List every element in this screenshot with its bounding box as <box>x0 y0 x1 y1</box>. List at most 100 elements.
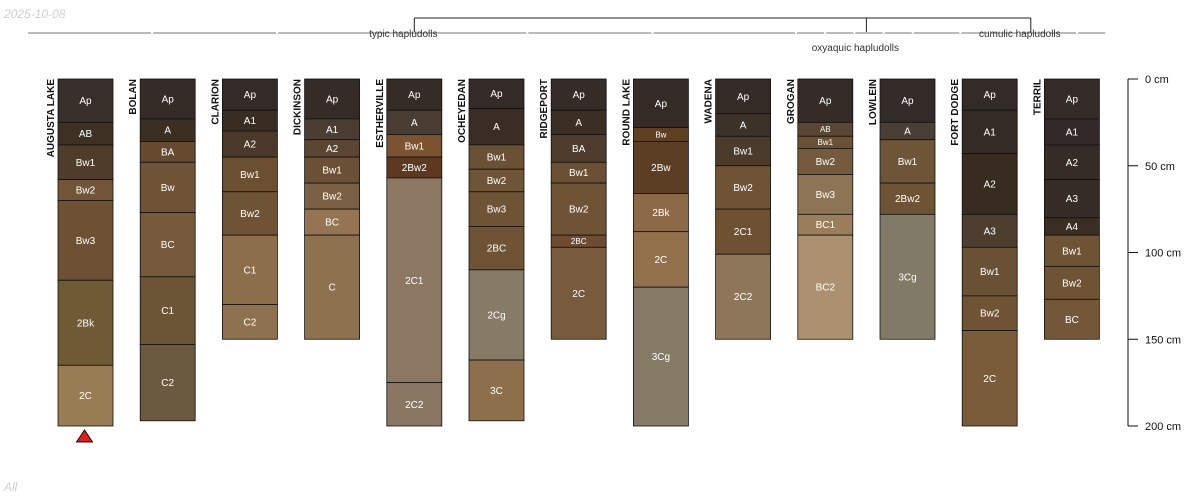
horizon-Ap <box>1044 78 1100 120</box>
horizon-label: 2C <box>572 289 585 300</box>
horizon-label: BC <box>161 240 175 251</box>
horizon-label: A3 <box>1066 194 1079 205</box>
horizon-label: Ap <box>573 90 586 101</box>
horizon-Bw3 <box>57 200 114 281</box>
horizon-label: A <box>493 122 500 133</box>
horizon-Bw1 <box>1044 234 1100 267</box>
horizon-Bw <box>139 161 196 213</box>
profile-5: OCHEYEDAN Ap A Bw1 Bw2 Bw3 2BC 2Cg 3C <box>457 78 525 422</box>
horizon-label: BA <box>161 147 175 158</box>
horizon-BC <box>1044 298 1100 340</box>
horizon-label: 2C1 <box>734 227 753 238</box>
horizon-label: 2C <box>655 255 668 266</box>
horizon-label: A <box>904 127 911 138</box>
horizon-label: Bw2 <box>816 157 836 168</box>
horizon-label: Bw1 <box>818 138 834 147</box>
horizon-label: Bw2 <box>322 192 342 203</box>
horizon-3C <box>468 359 525 422</box>
profile-name: AUGUSTA LAKE <box>46 79 57 158</box>
horizon-2C <box>633 231 689 288</box>
horizon-label: Ap <box>655 99 668 110</box>
horizon-label: A2 <box>1066 158 1079 169</box>
horizon-label: Bw2 <box>240 209 260 220</box>
horizon-Ap <box>633 78 689 128</box>
horizon-C2 <box>139 344 196 422</box>
horizon-label: Bw2 <box>980 309 1000 320</box>
horizon-label: A1 <box>326 125 339 136</box>
profile-1: BOLAN Ap A BA Bw BC C1 C2 <box>128 78 196 422</box>
horizon-2C <box>961 330 1018 427</box>
horizon-Ap <box>139 78 196 120</box>
profile-marker <box>75 429 94 443</box>
horizon-label: 2BC <box>571 237 587 246</box>
horizon-label: 2Bw2 <box>895 194 920 205</box>
horizon-label: 2C2 <box>405 400 424 411</box>
horizon-Bw2 <box>550 182 607 236</box>
horizon-Ap <box>550 78 607 111</box>
horizon-label: Bw2 <box>1062 278 1082 289</box>
profile-name: GROGAN <box>786 79 797 124</box>
horizon-Bw2 <box>221 191 278 236</box>
horizon-label: A1 <box>984 127 997 138</box>
horizon-A2 <box>961 153 1018 215</box>
horizon-label: BC1 <box>816 220 836 231</box>
horizon-Bw1 <box>468 144 525 170</box>
horizon-label: Ap <box>79 96 92 107</box>
horizon-C2 <box>221 304 278 340</box>
date-stamp: 2025-10-08 <box>4 7 66 21</box>
horizon-label: 2Bk <box>652 208 670 219</box>
profile-11: FORT DODGE Ap A1 A2 A3 Bw1 Bw2 2C <box>950 78 1018 427</box>
horizon-2C2 <box>386 382 443 427</box>
horizon-Bw3 <box>468 191 525 227</box>
horizon-label: A <box>575 118 582 129</box>
horizon-Bw2 <box>797 147 854 175</box>
horizon-label: Ap <box>326 94 339 105</box>
profile-2: CLARION Ap A1 A2 Bw1 Bw2 C1 C2 <box>210 78 278 340</box>
horizon-Bw1 <box>879 139 936 184</box>
horizon-label: BC <box>325 218 339 229</box>
horizon-label: Bw2 <box>569 205 589 216</box>
horizon-2Bw <box>633 141 689 194</box>
profile-12: TERRIL Ap A1 A2 A3 A4 Bw1 Bw2 BC <box>1032 78 1100 340</box>
depth-tick-label: 0 cm <box>1145 74 1169 86</box>
profile-name: OCHEYEDAN <box>457 79 468 143</box>
horizon-Ap <box>57 78 114 123</box>
horizon-label: Bw1 <box>898 157 918 168</box>
horizon-2Cg <box>468 269 525 361</box>
horizon-label: Bw1 <box>240 170 260 181</box>
horizon-A <box>468 108 525 146</box>
horizon-label: Ap <box>490 89 503 100</box>
horizon-label: A2 <box>244 140 257 151</box>
horizon-label: Ap <box>408 90 421 101</box>
horizon-Bw3 <box>797 174 854 215</box>
horizon-A <box>386 109 443 135</box>
horizon-3Cg <box>879 213 936 340</box>
horizon-label: A2 <box>326 144 339 155</box>
horizon-A3 <box>1044 179 1100 219</box>
horizon-Ap <box>961 78 1018 111</box>
horizon-label: Bw1 <box>487 153 507 164</box>
horizon-Ap <box>386 78 443 111</box>
horizon-2C <box>550 246 607 340</box>
horizon-label: Bw2 <box>487 176 507 187</box>
horizon-C1 <box>221 234 278 305</box>
horizon-label: Bw1 <box>76 158 96 169</box>
horizon-label: AB <box>820 125 831 134</box>
horizon-Bw2 <box>961 295 1018 331</box>
horizon-label: 2Bw2 <box>402 163 427 174</box>
horizon-BC <box>304 208 361 236</box>
profile-name: DICKINSON <box>293 79 304 135</box>
horizon-BC2 <box>797 234 854 340</box>
horizon-label: A1 <box>1066 127 1079 138</box>
horizon-label: Bw <box>655 130 666 139</box>
horizon-Ap <box>879 78 936 123</box>
profile-name: ROUND LAKE <box>621 79 632 146</box>
horizon-label: 2Bw <box>651 163 671 174</box>
horizon-label: A4 <box>1066 222 1079 233</box>
horizon-A2 <box>1044 144 1100 181</box>
horizon-C <box>304 234 361 340</box>
group-0: typic hapludolls <box>28 29 777 40</box>
horizon-label: A <box>740 120 747 131</box>
horizon-Ap <box>304 78 361 120</box>
